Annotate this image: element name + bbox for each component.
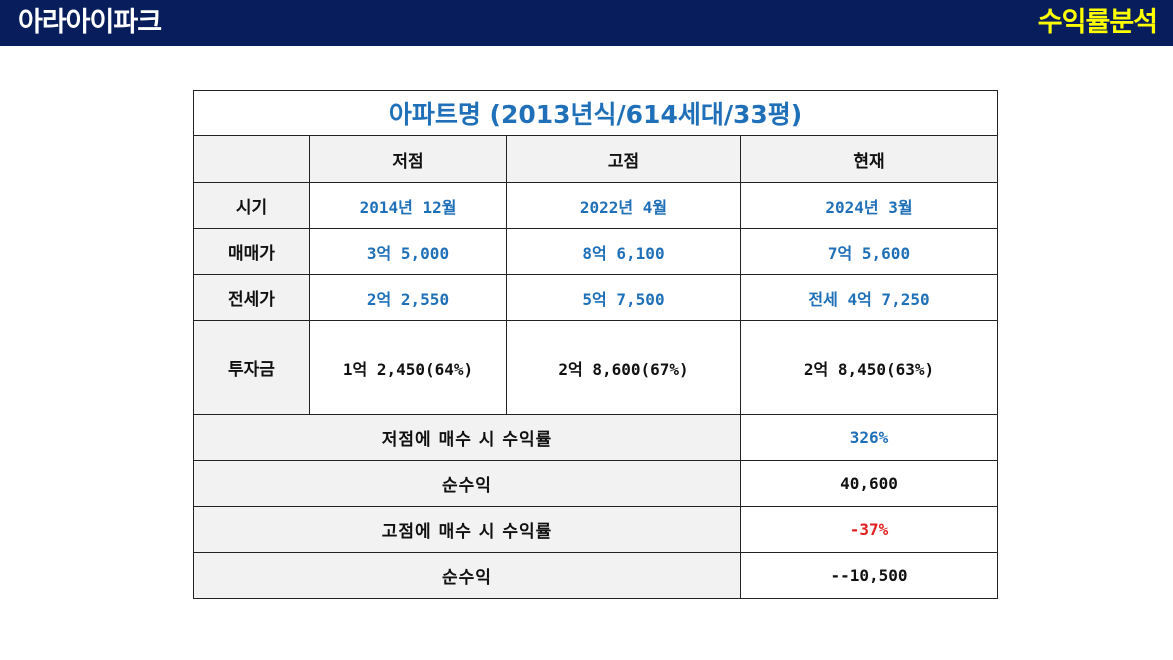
header-empty-cell <box>193 135 310 183</box>
cell-jeonse-current: 전세 4억 7,250 <box>740 274 998 321</box>
summary-value-high-return: -37% <box>740 506 998 553</box>
cell-sale-price-high: 8억 6,100 <box>506 228 741 275</box>
cell-period-low: 2014년 12월 <box>309 182 507 229</box>
brand-title: 아라아이파크 <box>18 7 162 38</box>
analysis-table-container: 아파트명 (2013년식/614세대/33평) 저점 고점 현재 시기 2014… <box>193 90 998 599</box>
table-row: 매매가 3억 5,000 8억 6,100 7억 5,600 <box>193 228 998 275</box>
summary-row: 저점에 매수 시 수익률 326% <box>193 414 998 461</box>
table-title-row: 아파트명 (2013년식/614세대/33평) <box>193 90 998 136</box>
summary-row: 순수익 40,600 <box>193 460 998 507</box>
summary-label-high-profit: 순수익 <box>193 552 741 599</box>
table-title: 아파트명 (2013년식/614세대/33평) <box>193 90 998 136</box>
cell-period-high: 2022년 4월 <box>506 182 741 229</box>
cell-investment-low: 1억 2,450(64%) <box>309 320 507 415</box>
cell-period-current: 2024년 3월 <box>740 182 998 229</box>
summary-label-low-return: 저점에 매수 시 수익률 <box>193 414 741 461</box>
cell-investment-current: 2억 8,450(63%) <box>740 320 998 415</box>
column-header-current: 현재 <box>740 135 998 183</box>
summary-value-low-return: 326% <box>740 414 998 461</box>
summary-label-low-profit: 순수익 <box>193 460 741 507</box>
cell-sale-price-current: 7억 5,600 <box>740 228 998 275</box>
top-banner: 아라아이파크 수익률분석 <box>0 0 1173 46</box>
summary-row: 고점에 매수 시 수익률 -37% <box>193 506 998 553</box>
section-title: 수익률분석 <box>1037 7 1158 38</box>
summary-row: 순수익 --10,500 <box>193 552 998 599</box>
cell-sale-price-low: 3억 5,000 <box>309 228 507 275</box>
summary-label-high-return: 고점에 매수 시 수익률 <box>193 506 741 553</box>
table-row: 전세가 2억 2,550 5억 7,500 전세 4억 7,250 <box>193 274 998 321</box>
table-row: 시기 2014년 12월 2022년 4월 2024년 3월 <box>193 182 998 229</box>
analysis-table: 아파트명 (2013년식/614세대/33평) 저점 고점 현재 시기 2014… <box>193 90 998 599</box>
row-label-jeonse-price: 전세가 <box>193 274 310 321</box>
column-header-low: 저점 <box>309 135 507 183</box>
cell-jeonse-high: 5억 7,500 <box>506 274 741 321</box>
table-row: 투자금 1억 2,450(64%) 2억 8,600(67%) 2억 8,450… <box>193 320 998 415</box>
row-label-investment: 투자금 <box>193 320 310 415</box>
column-header-high: 고점 <box>506 135 741 183</box>
row-label-sale-price: 매매가 <box>193 228 310 275</box>
row-label-period: 시기 <box>193 182 310 229</box>
table-header-row: 저점 고점 현재 <box>193 135 998 183</box>
cell-investment-high: 2억 8,600(67%) <box>506 320 741 415</box>
summary-value-high-profit: --10,500 <box>740 552 998 599</box>
summary-value-low-profit: 40,600 <box>740 460 998 507</box>
cell-jeonse-low: 2억 2,550 <box>309 274 507 321</box>
